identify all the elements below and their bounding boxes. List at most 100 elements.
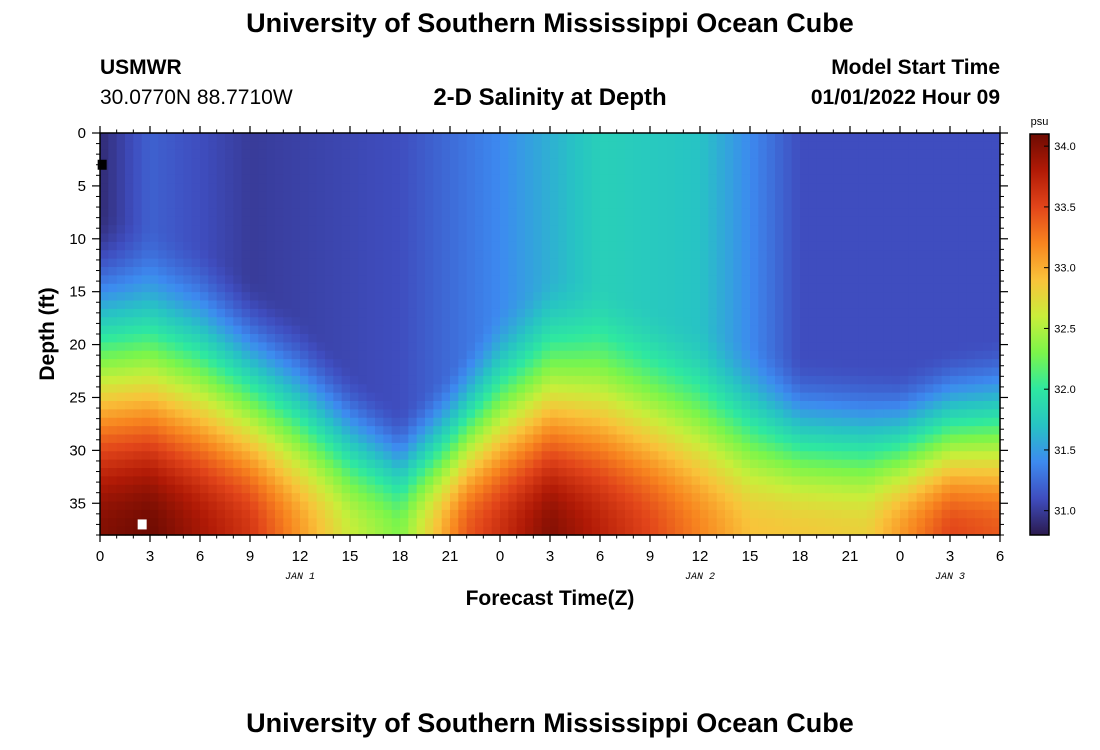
heatmap-cell: [750, 283, 759, 293]
heatmap-cell: [591, 158, 601, 168]
heatmap-cell: [425, 359, 434, 369]
heatmap-cell: [241, 325, 251, 335]
heatmap-cell: [216, 233, 226, 243]
heatmap-cell: [791, 292, 801, 302]
heatmap-cell: [816, 300, 826, 310]
heatmap-cell: [700, 174, 709, 184]
heatmap-cell: [491, 149, 501, 159]
heatmap-cell: [191, 401, 201, 410]
heatmap-cell: [425, 216, 434, 226]
heatmap-cell: [650, 300, 659, 310]
heatmap-cell: [600, 493, 609, 503]
heatmap-cell: [866, 174, 876, 184]
heatmap-cell: [908, 233, 918, 243]
heatmap-cell: [750, 468, 759, 477]
heatmap-cell: [425, 158, 434, 168]
heatmap-cell: [758, 526, 768, 536]
heatmap-cell: [400, 325, 409, 335]
heatmap-cell: [641, 484, 651, 494]
heatmap-cell: [458, 518, 468, 528]
heatmap-cell: [425, 509, 434, 519]
heatmap-cell: [750, 434, 759, 444]
heatmap-cell: [491, 200, 501, 209]
heatmap-cell: [425, 484, 434, 494]
heatmap-cell: [191, 183, 201, 193]
heatmap-cell: [516, 216, 526, 226]
heatmap-cell: [466, 158, 476, 168]
heatmap-cell: [683, 208, 693, 218]
heatmap-cell: [450, 216, 459, 226]
heatmap-cell: [941, 225, 951, 235]
heatmap-cell: [408, 216, 418, 226]
heatmap-cell: [958, 426, 968, 436]
heatmap-cell: [950, 468, 959, 477]
heatmap-cell: [466, 292, 476, 302]
heatmap-cell: [775, 451, 784, 461]
heatmap-cell: [650, 442, 659, 452]
heatmap-cell: [350, 342, 359, 352]
heatmap-cell: [266, 518, 276, 528]
heatmap-cell: [808, 216, 818, 226]
heatmap-cell: [183, 426, 193, 436]
heatmap-cell: [833, 300, 843, 310]
heatmap-cell: [208, 250, 218, 260]
heatmap-cell: [275, 300, 284, 310]
heatmap-cell: [291, 267, 301, 276]
heatmap-cell: [100, 451, 109, 461]
heatmap-cell: [266, 225, 276, 235]
heatmap-cell: [866, 484, 876, 494]
heatmap-cell: [866, 342, 876, 352]
heatmap-cell: [483, 509, 493, 519]
heatmap-cell: [391, 359, 401, 369]
heatmap-cell: [100, 350, 109, 360]
heatmap-cell: [516, 367, 526, 377]
heatmap-cell: [358, 459, 368, 469]
heatmap-cell: [741, 300, 751, 310]
heatmap-cell: [200, 283, 209, 293]
heatmap-cell: [433, 158, 443, 168]
heatmap-cell: [208, 401, 218, 410]
heatmap-cell: [475, 225, 484, 235]
heatmap-cell: [550, 308, 559, 318]
heatmap-cell: [625, 133, 634, 142]
heatmap-cell: [125, 484, 134, 494]
heatmap-cell: [866, 191, 876, 201]
heatmap-cell: [925, 317, 934, 327]
heatmap-cell: [708, 375, 718, 385]
heatmap-cell: [791, 267, 801, 276]
heatmap-cell: [850, 526, 859, 536]
heatmap-cell: [825, 267, 834, 276]
heatmap-cell: [808, 308, 818, 318]
heatmap-cell: [758, 216, 768, 226]
heatmap-cell: [191, 133, 201, 142]
heatmap-cell: [708, 434, 718, 444]
heatmap-cell: [425, 518, 434, 528]
heatmap-cell: [783, 317, 793, 327]
heatmap-cell: [358, 468, 368, 477]
heatmap-cell: [391, 325, 401, 335]
heatmap-cell: [575, 283, 584, 293]
heatmap-cell: [733, 501, 743, 511]
heatmap-cell: [666, 459, 676, 469]
heatmap-cell: [850, 484, 859, 494]
heatmap-cell: [708, 526, 718, 536]
heatmap-cell: [100, 216, 109, 226]
heatmap-cell: [200, 459, 209, 469]
heatmap-cell: [866, 526, 876, 536]
heatmap-cell: [175, 166, 184, 176]
heatmap-cell: [616, 166, 626, 176]
heatmap-cell: [550, 442, 559, 452]
heatmap-cell: [566, 275, 576, 285]
heatmap-cell: [366, 359, 376, 369]
heatmap-cell: [658, 141, 668, 151]
heatmap-cell: [925, 484, 934, 494]
heatmap-cell: [866, 283, 876, 293]
heatmap-cell: [866, 208, 876, 218]
heatmap-cell: [233, 509, 243, 519]
heatmap-cell: [766, 375, 776, 385]
heatmap-cell: [200, 476, 209, 486]
heatmap-cell: [333, 526, 343, 536]
heatmap-cell: [325, 526, 334, 536]
heatmap-cell: [341, 133, 351, 142]
heatmap-cell: [866, 426, 876, 436]
